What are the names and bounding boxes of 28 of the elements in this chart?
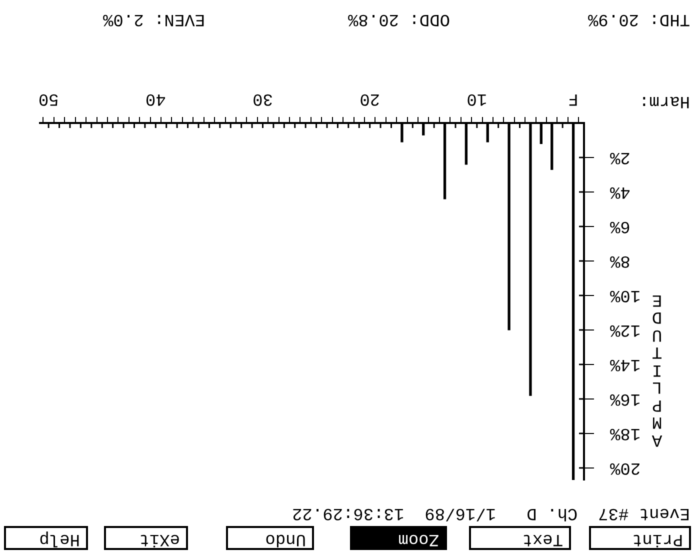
text: Undo	[226, 526, 314, 550]
y-tick-label: 10%	[609, 284, 641, 304]
y-tick-label: 4%	[609, 181, 630, 200]
text: Zoom	[350, 526, 447, 550]
text: Event #37 Ch. D 1/16/89 13:36:29.22	[292, 502, 690, 522]
text: AMPLITUDE	[652, 290, 662, 448]
x-tick-label: 30	[252, 88, 273, 108]
x-tick-label: 50	[38, 88, 59, 108]
text: Text	[469, 526, 571, 550]
x-tick-label: 20	[360, 88, 380, 108]
y-tick-label: 18%	[609, 422, 641, 442]
x-tick-label: 40	[145, 88, 166, 108]
y-tick-label: 8%	[609, 250, 630, 270]
x-tick-label: F	[568, 88, 578, 108]
x-axis-title: Harm:	[638, 90, 690, 110]
text: THD: 20.9%	[588, 8, 690, 28]
text: Help	[4, 526, 88, 550]
y-tick-label: 20%	[609, 457, 641, 476]
text: EVEN: 2.0%	[102, 8, 205, 28]
y-tick-label: 14%	[609, 354, 641, 373]
x-tick-label: 10	[466, 88, 488, 108]
y-tick-label: 16%	[609, 388, 641, 408]
y-tick-label: 2%	[609, 146, 630, 166]
text: Print	[589, 526, 691, 550]
y-tick-label: 6%	[609, 216, 630, 235]
y-tick-label: 12%	[609, 319, 641, 338]
text: eXit	[104, 526, 188, 550]
text: ODD: 20.8%	[348, 8, 450, 28]
